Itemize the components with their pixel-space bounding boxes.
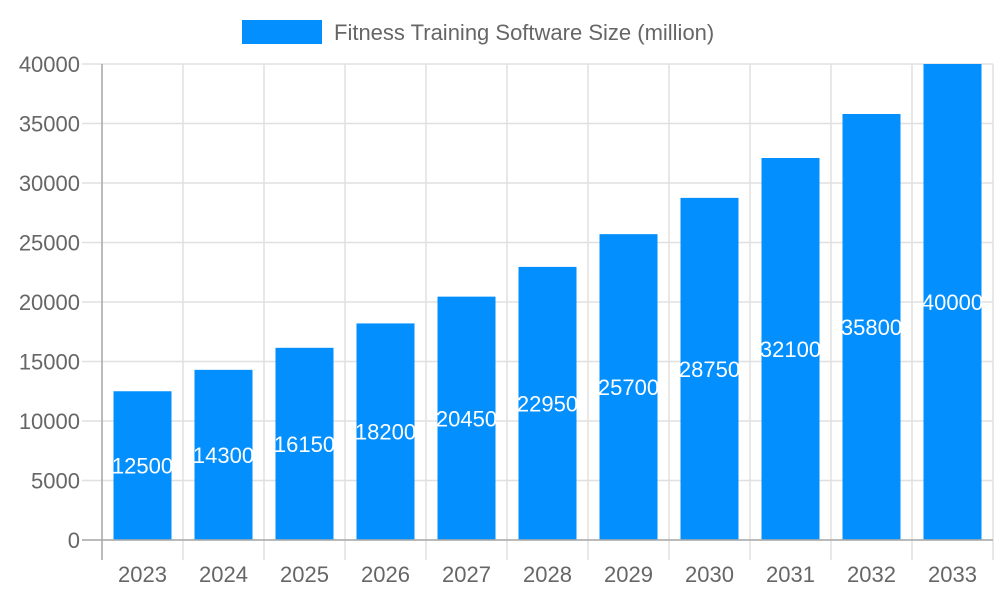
- data-label: 22950: [517, 391, 578, 416]
- legend-swatch: [242, 20, 322, 44]
- data-label: 12500: [112, 454, 173, 479]
- y-tick-label: 5000: [31, 469, 80, 494]
- x-tick-label: 2030: [685, 562, 734, 587]
- x-tick-label: 2028: [523, 562, 572, 587]
- x-tick-label: 2024: [199, 562, 248, 587]
- data-label: 14300: [193, 443, 254, 468]
- bar: [437, 296, 496, 540]
- x-tick-label: 2031: [766, 562, 815, 587]
- bar: [599, 234, 658, 541]
- data-label: 28750: [679, 357, 740, 382]
- y-tick-label: 15000: [19, 350, 80, 375]
- bar: [518, 266, 577, 540]
- y-tick-label: 40000: [19, 52, 80, 77]
- bar: [275, 347, 334, 540]
- bars: 12500 14300 16150 18200 20450 22950 25700 28750…: [112, 64, 983, 541]
- data-label: 40000: [922, 290, 983, 315]
- x-tick-label: 2023: [118, 562, 167, 587]
- data-label: 35800: [841, 315, 902, 340]
- x-tick-label: 2033: [928, 562, 977, 587]
- x-tick-label: 2029: [604, 562, 653, 587]
- x-tick-label: 2027: [442, 562, 491, 587]
- legend[interactable]: Fitness Training Software Size (million): [242, 20, 714, 45]
- bar: [680, 197, 739, 540]
- x-tick-label: 2032: [847, 562, 896, 587]
- y-tick-label: 0: [68, 528, 80, 553]
- data-label: 20450: [436, 406, 497, 431]
- y-tick-label: 25000: [19, 231, 80, 256]
- y-tick-label: 20000: [19, 290, 80, 315]
- data-label: 18200: [355, 420, 416, 445]
- x-tick-label: 2025: [280, 562, 329, 587]
- y-tick-label: 35000: [19, 112, 80, 137]
- data-label: 25700: [598, 375, 659, 400]
- axes: 0 5000 10000 15000 20000 25000 30000 35000 40000…: [19, 52, 993, 587]
- y-tick-label: 10000: [19, 409, 80, 434]
- x-tick-label: 2026: [361, 562, 410, 587]
- data-label: 16150: [274, 432, 335, 457]
- bar: [761, 158, 820, 540]
- y-tick-label: 30000: [19, 171, 80, 196]
- bar: [356, 323, 415, 540]
- bar: [923, 64, 982, 540]
- legend-label: Fitness Training Software Size (million): [334, 20, 714, 45]
- bar: [113, 391, 172, 540]
- bar: [842, 113, 901, 540]
- bar: [194, 369, 253, 540]
- data-label: 32100: [760, 337, 821, 362]
